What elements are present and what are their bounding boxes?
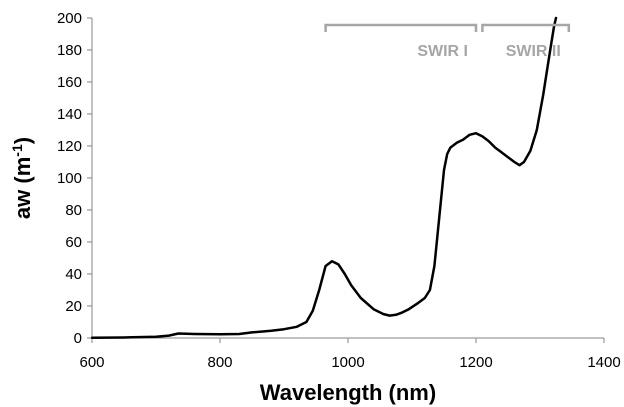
y-tick-label: 100: [57, 170, 82, 187]
x-axis-label: Wavelength (nm): [260, 380, 436, 405]
y-axis-label-superscript: -1: [9, 144, 25, 157]
band-bracket-0: [324, 23, 478, 32]
band-label-0: SWIR I: [417, 43, 468, 60]
x-tick-label: 1400: [587, 354, 620, 371]
x-tick-label: 1200: [459, 354, 492, 371]
tick-labels: 0 20 40 60 80 100 120 140 160 180 200 600 800 1000 120…: [57, 10, 621, 371]
y-tick-label: 60: [65, 234, 82, 251]
y-tick-label: 200: [57, 10, 82, 27]
x-tick-label: 600: [79, 354, 104, 371]
x-tick-label: 1000: [331, 354, 364, 371]
y-tick-label: 120: [57, 138, 82, 155]
y-tick-label: 40: [65, 266, 82, 283]
band-bracket-1: [481, 23, 571, 32]
band-annotations: SWIR I SWIR II: [324, 23, 571, 60]
series-line-0: [90, 16, 558, 339]
y-tick-label: 0: [74, 330, 82, 347]
y-axis-label: aw (m-1): [9, 137, 35, 219]
y-tick-label: 160: [57, 74, 82, 91]
y-tick-label: 80: [65, 202, 82, 219]
y-axis-label-close: ): [10, 137, 35, 144]
y-tick-label: 180: [57, 42, 82, 59]
band-label-1: SWIR II: [506, 43, 561, 60]
axes: [87, 17, 605, 343]
y-tick-label: 20: [65, 298, 82, 315]
series-group: [90, 16, 558, 339]
x-tick-label: 800: [207, 354, 232, 371]
y-tick-label: 140: [57, 106, 82, 123]
y-axis-label-base: aw (m: [10, 157, 35, 219]
